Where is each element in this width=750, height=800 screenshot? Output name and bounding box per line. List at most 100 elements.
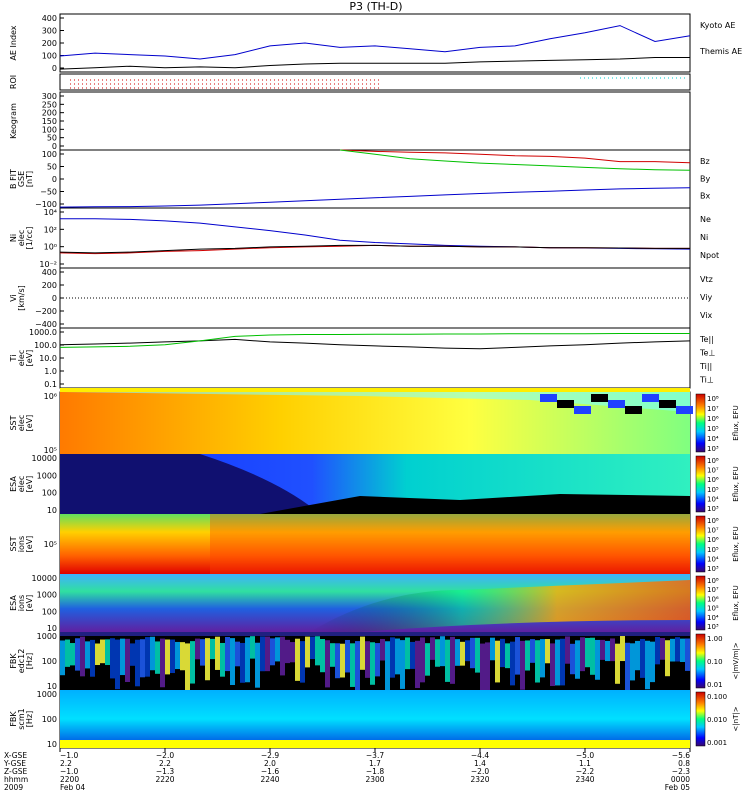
fbk-edc12-column — [75, 638, 80, 671]
tick-label-vi: 200 — [42, 281, 57, 290]
panel-ylabel-ae: AE Index — [9, 25, 18, 60]
figure-title: P3 (TH-D) — [349, 0, 402, 13]
legend-ti: Ti|| — [699, 362, 712, 371]
fbk-edc12-column — [255, 642, 260, 688]
fbk-edc12-column — [470, 637, 475, 669]
sst-ions-spectrogram — [60, 514, 690, 574]
tick-label-vi: 0 — [52, 294, 57, 303]
fbk-edc12-column — [120, 638, 125, 676]
series-themis-ae — [59, 57, 690, 70]
panel-ylabel-vi: Vi — [9, 294, 18, 302]
fbk-edc12-column — [595, 639, 600, 680]
fbk-edc12-column — [315, 636, 320, 666]
tick-label-keogram: 200 — [42, 109, 57, 118]
fbk-edc12-column — [200, 639, 205, 666]
panel-ylabel-esa_i: ESA — [9, 595, 18, 611]
colorbar-label: <|nT|> — [732, 706, 740, 731]
tick-label-fbk_b: 100 — [42, 715, 57, 724]
tick-label-sst_e: 10⁶ — [44, 392, 57, 401]
colorbar-label: Eflux, EFU — [732, 585, 740, 620]
panel-frame-ni — [59, 207, 691, 269]
fbk-edc12-column — [435, 639, 440, 667]
series-bx — [59, 187, 691, 208]
fbk-edc12-column — [520, 640, 525, 690]
tick-label-vi: 400 — [42, 268, 57, 277]
colorbar-tick: 0.100 — [707, 693, 727, 701]
legend-ni: Npot — [700, 251, 719, 260]
footer-value: 2.2 — [60, 759, 72, 768]
tick-label-ni: 10⁴ — [44, 208, 57, 217]
fbk-edc12-column — [495, 640, 500, 683]
series-kyoto-ae — [59, 25, 691, 60]
tick-label-keogram: 300 — [42, 92, 57, 101]
colorbar-tick: 10⁵ — [707, 605, 719, 613]
tick-label-bfit: 0 — [52, 175, 57, 184]
fbk-edc12-column — [600, 639, 605, 660]
fbk-edc12-column — [85, 641, 90, 669]
panel-ylabel-esa_e: ESA — [9, 476, 18, 492]
tick-label-ni: 10² — [44, 225, 57, 234]
colorbar-tick: 10⁴ — [707, 614, 719, 622]
fbk-edc12-column — [335, 643, 340, 679]
tick-label-esa_e: 1000 — [37, 471, 57, 480]
footer-value: −1.0 — [60, 751, 78, 760]
spacer-strip — [60, 388, 690, 392]
fbk-edc12-column — [455, 639, 460, 666]
colorbar-tick: 10⁸ — [707, 457, 719, 465]
fbk-edc12-column — [505, 643, 510, 669]
sst-elec-dropout-block — [540, 394, 557, 402]
tick-label-ae: 300 — [42, 27, 57, 36]
legend-vi: Vtz — [700, 275, 713, 284]
fbk-edc12-column — [155, 641, 160, 674]
panel-ylabel-ni: elec — [17, 230, 26, 246]
fbk-edc12-column — [400, 640, 405, 689]
tick-label-keogram: 250 — [42, 100, 57, 109]
fbk-edc12-column — [440, 636, 445, 667]
tick-label-esa_i: 10 — [47, 624, 57, 633]
legend-ni: Ne — [700, 215, 711, 224]
legend-ae: Themis AE — [699, 47, 742, 56]
fbk-edc12-column — [610, 638, 615, 662]
panel-ylabel-sst_i: [eV] — [25, 536, 34, 553]
legend-bfit: By — [700, 174, 710, 183]
fbk-edc12-column — [395, 638, 400, 675]
fbk-edc12-column — [210, 638, 215, 660]
colorbar-tick: 10⁵ — [707, 486, 719, 494]
sst-elec-dropout-block — [625, 406, 642, 414]
panel-ylabel-esa_i: ions — [17, 595, 26, 611]
fbk-edc12-column — [645, 640, 650, 690]
esa-elec-noise-region — [60, 454, 320, 514]
panel-ylabel-bfit: B FIT — [9, 169, 18, 189]
legend-bfit: Bx — [700, 192, 710, 201]
footer-value: −1.3 — [156, 767, 174, 776]
tick-label-esa_i: 1000 — [37, 591, 57, 600]
colorbar-tick: 0.001 — [707, 739, 727, 747]
fbk-edc12-column — [370, 642, 375, 685]
panel-ylabel-esa_e: [eV] — [25, 476, 34, 493]
fbk-edc12-column — [430, 637, 435, 660]
fbk-edc12-column — [305, 636, 310, 668]
colorbar-tick: 1.00 — [707, 635, 723, 643]
panel-ylabel-fbk_e: edc12 — [17, 649, 26, 674]
panel-ylabel-sst_e: elec — [17, 415, 26, 431]
fbk-edc12-column — [205, 638, 210, 681]
fbk-edc12-column — [340, 643, 345, 678]
tick-label-esa_e: 100 — [42, 489, 57, 498]
panel-ylabel-sst_e: [eV] — [25, 415, 34, 432]
tick-label-esa_e: 10000 — [32, 454, 57, 463]
fbk-edc12-column — [220, 642, 225, 677]
legend-vi: Viy — [700, 293, 713, 302]
series-npot — [60, 218, 691, 250]
colorbar-label: Eflux, EFU — [732, 526, 740, 561]
fbk-edc12-column — [680, 638, 685, 663]
colorbar-tick: 10³ — [707, 623, 719, 631]
footer-value: −1.6 — [261, 767, 279, 776]
legend-ti: Ti⊥ — [699, 376, 714, 385]
tick-label-bfit: 100 — [42, 150, 57, 159]
fbk-scm1-spectrogram — [60, 690, 690, 748]
panel-ylabel-fbk_e: FBK — [9, 653, 18, 669]
panel-ylabel-ni: [1/cc] — [25, 227, 34, 250]
fbk-edc12-column — [65, 639, 70, 667]
fbk-edc12-column — [150, 636, 155, 671]
